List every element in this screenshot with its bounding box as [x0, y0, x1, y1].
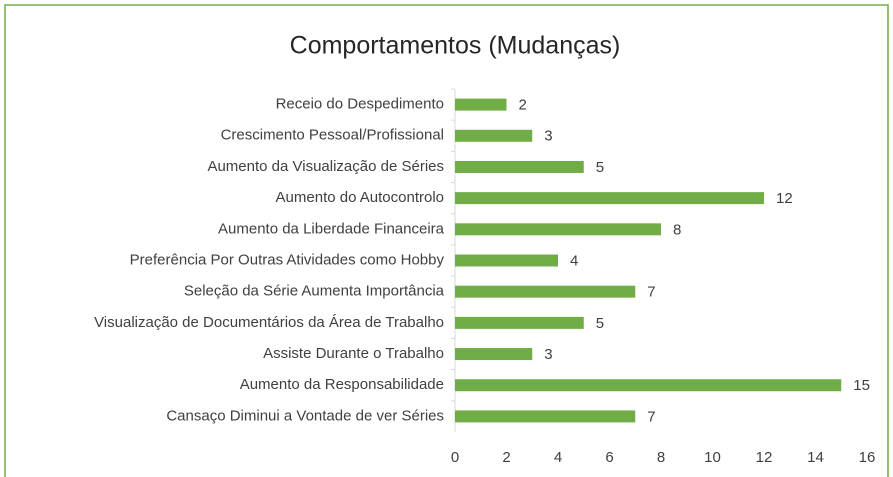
- y-tick-label: Cansaço Diminui a Vontade de ver Séries: [166, 407, 444, 424]
- data-label: 2: [519, 97, 527, 114]
- x-tick-label: 6: [605, 449, 613, 466]
- x-tick-label: 0: [451, 449, 459, 466]
- bar: [455, 192, 764, 205]
- data-label: 3: [544, 128, 552, 145]
- bar: [455, 348, 533, 361]
- y-tick-label: Aumento da Visualização de Séries: [207, 158, 444, 175]
- y-tick-label: Aumento da Liberdade Financeira: [218, 220, 445, 237]
- y-tick-label: Seleção da Série Aumenta Importância: [184, 283, 445, 300]
- data-label: 12: [776, 190, 793, 207]
- bar: [455, 379, 842, 392]
- data-label: 8: [673, 221, 681, 238]
- x-tick-label: 16: [859, 449, 876, 466]
- y-tick-label: Crescimento Pessoal/Profissional: [221, 127, 444, 144]
- y-tick-label: Assiste Durante o Trabalho: [263, 345, 444, 362]
- data-label: 5: [596, 315, 604, 332]
- data-label: 4: [570, 252, 578, 269]
- y-tick-label: Visualização de Documentários da Área de…: [94, 314, 444, 331]
- data-label: 7: [647, 408, 655, 425]
- bar: [455, 410, 636, 423]
- chart-title: Comportamentos (Mudanças): [290, 32, 621, 60]
- data-label: 3: [544, 346, 552, 363]
- bar: [455, 160, 584, 173]
- y-tick-label: Preferência Por Outras Atividades como H…: [130, 251, 445, 268]
- x-tick-label: 8: [657, 449, 665, 466]
- bar: [455, 316, 584, 329]
- x-tick-label: 2: [502, 449, 510, 466]
- x-tick-label: 10: [704, 449, 721, 466]
- bar: [455, 254, 558, 267]
- y-tick-label: Aumento do Autocontrolo: [276, 189, 444, 206]
- data-label: 15: [853, 377, 870, 394]
- x-tick-label: 14: [807, 449, 824, 466]
- x-tick-label: 12: [756, 449, 773, 466]
- y-tick-label: Aumento da Responsabilidade: [240, 376, 444, 393]
- data-label: 5: [596, 159, 604, 176]
- chart-frame: [4, 4, 889, 477]
- bar: [455, 129, 533, 142]
- y-tick-label: Receio do Despedimento: [276, 96, 444, 113]
- data-label: 7: [647, 284, 655, 301]
- bar: [455, 98, 507, 111]
- x-tick-label: 4: [554, 449, 562, 466]
- bar: [455, 223, 661, 236]
- bar: [455, 285, 636, 298]
